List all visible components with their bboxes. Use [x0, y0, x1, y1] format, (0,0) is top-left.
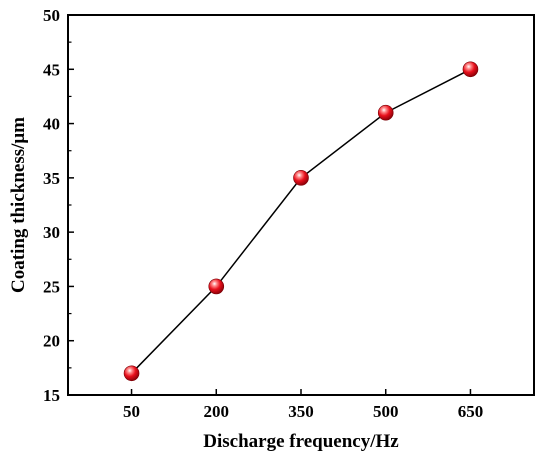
- series-group: [123, 61, 479, 382]
- y-tick-label: 50: [43, 6, 60, 25]
- y-tick-label: 45: [43, 60, 60, 79]
- x-tick-label: 500: [373, 402, 399, 421]
- data-point-marker: [208, 278, 225, 295]
- x-tick-label: 350: [288, 402, 314, 421]
- y-tick-label: 30: [43, 223, 60, 242]
- x-tick-label: 650: [458, 402, 484, 421]
- x-axis-ticks: 50 200 350 500 650: [123, 389, 483, 421]
- x-tick-label: 50: [123, 402, 140, 421]
- x-tick-label: 200: [204, 402, 230, 421]
- data-point-marker: [377, 104, 394, 121]
- y-tick-label: 40: [43, 115, 60, 134]
- y-tick-label: 20: [43, 332, 60, 351]
- y-tick-label: 25: [43, 277, 60, 296]
- y-tick-label: 35: [43, 169, 60, 188]
- data-point-marker: [123, 365, 140, 382]
- series-line: [130, 68, 471, 374]
- y-axis-label: Coating thickness/μm: [8, 117, 29, 293]
- data-point-marker: [462, 61, 479, 78]
- x-axis-label: Discharge frequency/Hz: [203, 431, 399, 452]
- y-axis-ticks: 15 20 25 30 35 40 45 50: [43, 6, 74, 405]
- data-point-marker: [293, 170, 309, 186]
- y-tick-label: 15: [43, 386, 60, 405]
